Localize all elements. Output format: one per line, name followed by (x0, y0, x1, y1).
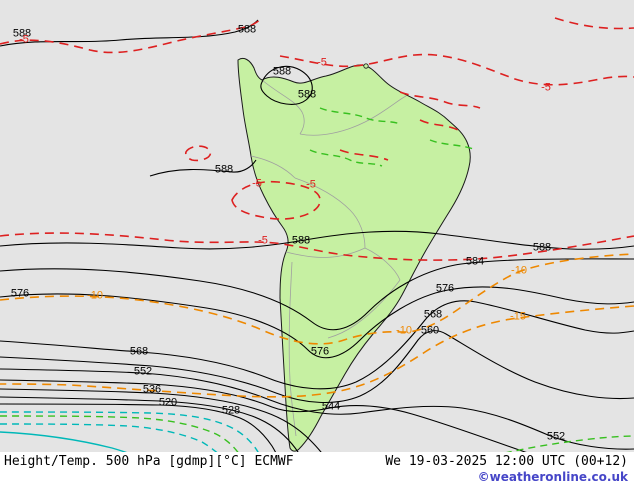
temp-contour-minus5-north (279, 53, 634, 86)
height-contour-588-main (0, 230, 634, 250)
height-contour-528 (0, 396, 299, 452)
temp-contours-green (0, 107, 634, 452)
temp-contour-minus10 (0, 253, 634, 345)
temp-contour-minus5-brazil-a (399, 91, 481, 109)
height-contour-520 (0, 403, 277, 452)
temp-contour-minus15 (0, 305, 634, 398)
height-contour-544 (0, 379, 527, 452)
land-south-america (237, 57, 471, 452)
temp-contour-minus5-nw (0, 19, 261, 54)
temp-contour-minus5-brazil-b (419, 119, 459, 131)
height-contour-536 (0, 388, 322, 452)
temp-contour-minus5-peru-loop (231, 180, 321, 220)
temp-contour-minus5-mid (0, 232, 634, 261)
temp-contours-orange (0, 253, 634, 398)
map-title: Height/Temp. 500 hPa [gdmp][°C] ECMWF (4, 454, 294, 469)
temp-contour-green-sw (0, 415, 239, 452)
footer-title-row: Height/Temp. 500 hPa [gdmp][°C] ECMWF We… (4, 454, 628, 469)
temp-contour-cyan-a (0, 411, 259, 452)
map-datetime: We 19-03-2025 12:00 UTC (00+12) (385, 454, 628, 469)
temp-contour-green-tropics-c (429, 139, 477, 151)
temp-contour-cyan-c (0, 431, 128, 452)
temp-contour-minus5-small-loop (184, 145, 212, 162)
temp-contour-minus5-brazil-c (339, 149, 389, 161)
map-area: 588 588 588 588 588 588 588 584 576 576 576 568 568 5… (0, 17, 634, 452)
height-contour-560 (0, 330, 634, 403)
contour-map-svg (0, 17, 634, 452)
copyright-link[interactable]: ©weatheronline.co.uk (477, 470, 628, 484)
temp-contour-green-tropics-a (319, 107, 401, 125)
temp-contours-minus5 (0, 17, 634, 261)
height-contour-568 (0, 300, 634, 390)
temp-contour-cyan-b (0, 423, 218, 452)
footer-bar: Height/Temp. 500 hPa [gdmp][°C] ECMWF We… (0, 452, 634, 490)
height-contour-588-pacific (149, 159, 257, 177)
temp-contour-green-tropics-b (309, 149, 383, 167)
temp-contour-green-se (506, 435, 634, 452)
height-contour-588-loop (260, 65, 313, 105)
temp-contours-cyan (0, 411, 259, 452)
height-contour-576 (0, 286, 634, 359)
island-trinidad (363, 63, 369, 69)
height-contour-584 (0, 258, 634, 331)
temp-contour-minus5-ne-corner (554, 17, 634, 30)
height-contour-552 (0, 368, 634, 450)
